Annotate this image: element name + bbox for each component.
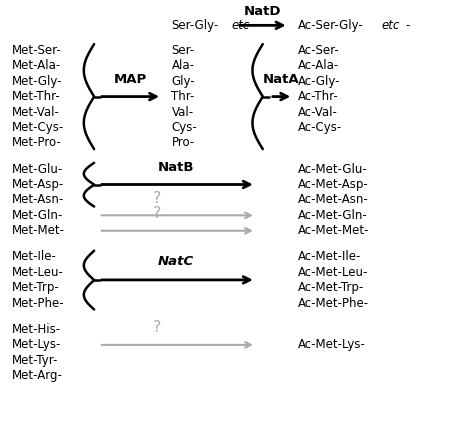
Text: Met-Pro-: Met-Pro- [12, 136, 62, 150]
Text: Ac-Ala-: Ac-Ala- [298, 59, 339, 72]
Text: NatA: NatA [263, 73, 300, 86]
Text: Cys-: Cys- [172, 121, 197, 134]
Text: Ac-Met-Phe-: Ac-Met-Phe- [298, 297, 369, 310]
Text: Ac-Met-Met-: Ac-Met-Met- [298, 224, 369, 237]
Text: Met-Gly-: Met-Gly- [12, 75, 63, 88]
Text: Met-Asn-: Met-Asn- [12, 193, 64, 207]
Text: Ac-Met-Glu-: Ac-Met-Glu- [298, 163, 368, 176]
Text: Met-Lys-: Met-Lys- [12, 338, 62, 351]
Text: -: - [255, 19, 259, 32]
Text: Met-Val-: Met-Val- [12, 106, 60, 118]
Text: MAP: MAP [114, 73, 147, 86]
Text: Ac-Met-Trp-: Ac-Met-Trp- [298, 281, 364, 294]
Text: Val-: Val- [172, 106, 193, 118]
Text: Thr-: Thr- [172, 90, 195, 103]
Text: ?: ? [153, 320, 162, 335]
Text: Met-Gln-: Met-Gln- [12, 209, 64, 222]
Text: Met-Arg-: Met-Arg- [12, 369, 63, 382]
Text: Met-Phe-: Met-Phe- [12, 297, 65, 310]
Text: Met-Thr-: Met-Thr- [12, 90, 61, 103]
Text: etc: etc [382, 19, 400, 32]
Text: Met-Trp-: Met-Trp- [12, 281, 60, 294]
Text: Ac-Val-: Ac-Val- [298, 106, 338, 118]
Text: etc: etc [232, 19, 250, 32]
Text: Ac-Met-Gln-: Ac-Met-Gln- [298, 209, 368, 222]
Text: ?: ? [153, 206, 162, 221]
Text: Ser-Gly-: Ser-Gly- [172, 19, 219, 32]
Text: -: - [405, 19, 410, 32]
Text: Met-Cys-: Met-Cys- [12, 121, 64, 134]
Text: Met-Ser-: Met-Ser- [12, 44, 62, 57]
Text: Met-Met-: Met-Met- [12, 224, 65, 237]
Text: Ac-Met-Asp-: Ac-Met-Asp- [298, 178, 369, 191]
Text: Met-Ile-: Met-Ile- [12, 250, 57, 264]
Text: Ac-Ser-Gly-: Ac-Ser-Gly- [298, 19, 364, 32]
Text: NatD: NatD [244, 5, 282, 18]
Text: NatB: NatB [158, 161, 194, 174]
Text: Gly-: Gly- [172, 75, 195, 88]
Text: NatC: NatC [158, 255, 194, 268]
Text: Met-Glu-: Met-Glu- [12, 163, 64, 176]
Text: Ac-Ser-: Ac-Ser- [298, 44, 340, 57]
Text: Ac-Gly-: Ac-Gly- [298, 75, 340, 88]
Text: Met-Tyr-: Met-Tyr- [12, 354, 58, 367]
Text: Met-His-: Met-His- [12, 323, 61, 336]
Text: ?: ? [153, 191, 162, 206]
Text: Ser-: Ser- [172, 44, 195, 57]
Text: Met-Asp-: Met-Asp- [12, 178, 64, 191]
Text: Met-Ala-: Met-Ala- [12, 59, 62, 72]
Text: Ala-: Ala- [172, 59, 194, 72]
Text: Met-Leu-: Met-Leu- [12, 266, 64, 279]
Text: Ac-Met-Lys-: Ac-Met-Lys- [298, 338, 366, 351]
Text: Pro-: Pro- [172, 136, 195, 150]
Text: Ac-Cys-: Ac-Cys- [298, 121, 342, 134]
Text: Ac-Met-Asn-: Ac-Met-Asn- [298, 193, 369, 207]
Text: Ac-Met-Ile-: Ac-Met-Ile- [298, 250, 361, 264]
Text: Ac-Thr-: Ac-Thr- [298, 90, 338, 103]
Text: Ac-Met-Leu-: Ac-Met-Leu- [298, 266, 368, 279]
